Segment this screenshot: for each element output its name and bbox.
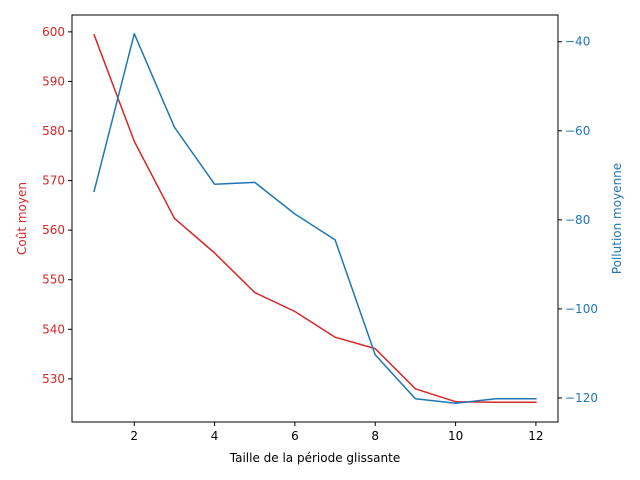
- x-axis-title: Taille de la période glissante: [229, 451, 400, 465]
- left-y-tick-label: 600: [42, 25, 65, 39]
- right-y-tick-label: −120: [565, 391, 598, 405]
- cost-series-line: [93, 33, 537, 403]
- left-y-axis: 530 540 550 560 570 580 590 600: [42, 25, 72, 386]
- left-y-tick-label: 550: [42, 273, 65, 287]
- left-y-tick-label: 560: [42, 223, 65, 237]
- left-y-tick-label: 530: [42, 372, 65, 386]
- x-tick-label: 2: [130, 429, 138, 443]
- x-tick-label: 10: [448, 429, 463, 443]
- plot-frame: [71, 14, 559, 423]
- right-y-axis: −120 −100 −80 −60 −40: [558, 35, 598, 405]
- x-tick-label: 12: [528, 429, 543, 443]
- left-y-tick-label: 590: [42, 74, 65, 88]
- pollution-series-line: [93, 32, 537, 405]
- x-tick-label: 4: [211, 429, 219, 443]
- right-y-axis-title: Pollution moyenne: [610, 163, 624, 274]
- left-y-tick-label: 580: [42, 124, 65, 138]
- left-y-tick-label: 570: [42, 174, 65, 188]
- x-tick-label: 6: [291, 429, 299, 443]
- right-y-tick-label: −80: [565, 213, 590, 227]
- x-tick-label: 8: [371, 429, 379, 443]
- right-y-tick-label: −100: [565, 302, 598, 316]
- left-y-axis-title: Coût moyen: [15, 182, 29, 255]
- right-y-tick-label: −60: [565, 124, 590, 138]
- series-layer: [93, 32, 537, 405]
- right-y-tick-label: −40: [565, 35, 590, 49]
- left-y-tick-label: 540: [42, 322, 65, 336]
- x-axis: 2 4 6 8 10 12: [130, 422, 544, 443]
